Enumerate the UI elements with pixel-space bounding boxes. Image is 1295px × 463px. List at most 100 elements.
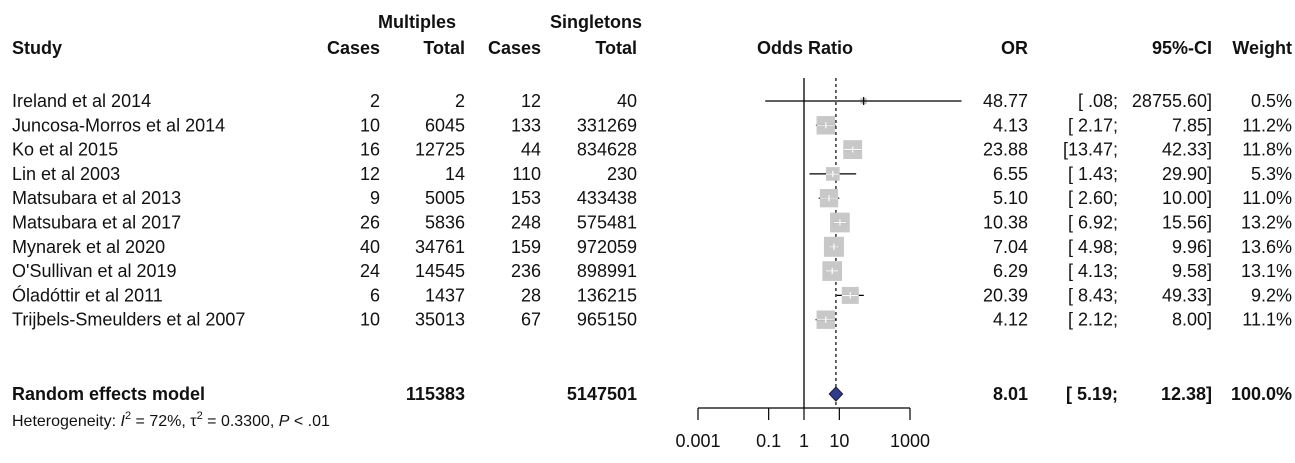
weight-value: 11.0% (1242, 188, 1292, 208)
multiples-total: 1437 (425, 285, 465, 305)
ci-lower-value: [ 6.92; (1068, 213, 1118, 233)
p-value: < .01 (289, 413, 330, 430)
pooled-ci-lower: [ 5.19; (1066, 384, 1118, 404)
multiples-cases: 12 (360, 164, 380, 184)
odds-ratio-value: 10.38 (983, 213, 1028, 233)
singletons-cases: 236 (511, 261, 541, 281)
weight-value: 13.2% (1241, 213, 1292, 233)
singletons-cases: 110 (512, 164, 541, 184)
col-header-m-total: Total (423, 38, 465, 58)
ci-lower-value: [ 1.43; (1068, 164, 1118, 184)
study-name: Matsubara et al 2017 (12, 213, 181, 233)
i2-exponent: 2 (125, 410, 131, 422)
weight-value: 11.1% (1242, 310, 1292, 330)
singletons-cases: 12 (521, 91, 541, 111)
x-tick-label: 1000 (890, 431, 930, 451)
odds-ratio-value: 23.88 (983, 140, 1028, 160)
singletons-cases: 133 (511, 115, 541, 135)
ci-upper-value: 7.85] (1172, 115, 1212, 135)
multiples-total: 12725 (415, 140, 465, 160)
multiples-cases: 24 (360, 261, 380, 281)
ci-lower-value: [ 4.98; (1068, 237, 1118, 257)
heterogeneity-text: Heterogeneity: I2 = 72%, τ2 = 0.3300, P … (12, 410, 330, 430)
odds-ratio-value: 4.13 (993, 115, 1028, 135)
col-header-weight: Weight (1232, 38, 1292, 58)
weight-value: 11.8% (1242, 140, 1292, 160)
ci-upper-value: 29.90] (1162, 164, 1212, 184)
ci-upper-value: 28755.60] (1132, 91, 1212, 111)
singletons-cases: 44 (521, 140, 541, 160)
study-name: Juncosa-Morros et al 2014 (12, 115, 225, 135)
weight-value: 9.2% (1251, 285, 1292, 305)
heterogeneity-prefix: Heterogeneity: (12, 413, 121, 430)
col-header-m-cases: Cases (327, 38, 380, 58)
odds-ratio-value: 6.29 (993, 261, 1028, 281)
x-tick-label: 0.001 (675, 431, 720, 451)
p-symbol: P (279, 413, 290, 430)
multiples-total: 35013 (415, 310, 465, 330)
ci-upper-value: 49.33] (1162, 285, 1212, 305)
singletons-total: 972059 (577, 237, 637, 257)
group-header-multiples: Multiples (378, 12, 456, 32)
ci-upper-value: 8.00] (1172, 310, 1212, 330)
odds-ratio-value: 5.10 (993, 188, 1028, 208)
singletons-cases: 67 (521, 310, 541, 330)
weight-value: 13.6% (1241, 237, 1292, 257)
singletons-total: 965150 (577, 310, 637, 330)
singletons-total: 136215 (577, 285, 637, 305)
ci-lower-value: [ 8.43; (1068, 285, 1118, 305)
weight-value: 13.1% (1241, 261, 1292, 281)
multiples-total: 14 (445, 164, 465, 184)
pooled-weight: 100.0% (1231, 384, 1292, 404)
odds-ratio-value: 48.77 (983, 91, 1028, 111)
col-header-or: OR (1001, 38, 1028, 58)
multiples-cases: 40 (360, 237, 380, 257)
multiples-cases: 2 (370, 91, 380, 111)
multiples-total: 6045 (425, 115, 465, 135)
col-header-odds-ratio: Odds Ratio (757, 38, 853, 58)
multiples-total: 14545 (415, 261, 465, 281)
ci-upper-value: 9.96] (1172, 237, 1212, 257)
singletons-total: 433438 (577, 188, 637, 208)
i2-value: = 72%, (131, 413, 190, 430)
study-name: O'Sullivan et al 2019 (12, 261, 177, 281)
tau2-value: = 0.3300, (203, 413, 279, 430)
study-rows: Ireland et al 2014 2 2 12 40 48.77 [ .08; 28755… (12, 91, 1292, 404)
tau2-symbol: τ (190, 413, 197, 430)
singletons-total: 898991 (577, 261, 637, 281)
ci-upper-value: 9.58] (1172, 261, 1212, 281)
col-header-s-cases: Cases (488, 38, 541, 58)
singletons-cases: 153 (511, 188, 541, 208)
singletons-cases: 248 (511, 213, 541, 233)
study-name: Ireland et al 2014 (12, 91, 151, 111)
singletons-total: 575481 (577, 213, 637, 233)
multiples-total: 34761 (415, 237, 465, 257)
ci-lower-value: [ 2.60; (1068, 188, 1118, 208)
singletons-cases: 159 (511, 237, 541, 257)
multiples-cases: 16 (360, 140, 380, 160)
i2-symbol: I (121, 413, 126, 430)
study-name: Óladóttir et al 2011 (12, 284, 163, 305)
x-tick-label: 10 (829, 431, 849, 451)
multiples-cases: 6 (370, 285, 380, 305)
ci-lower-value: [ 2.12; (1068, 310, 1118, 330)
col-header-study: Study (12, 38, 62, 58)
study-name: Mynarek et al 2020 (12, 237, 165, 257)
ci-upper-value: 10.00] (1162, 188, 1212, 208)
ci-lower-value: [13.47; (1063, 140, 1118, 160)
singletons-total: 40 (617, 91, 637, 111)
ci-upper-value: 15.56] (1162, 213, 1212, 233)
pooled-effect-diamond (828, 386, 844, 402)
study-name: Lin et al 2003 (12, 164, 120, 184)
multiples-total: 2 (455, 91, 465, 111)
multiples-cases: 10 (360, 310, 380, 330)
study-name: Matsubara et al 2013 (12, 188, 181, 208)
multiples-total: 5005 (425, 188, 465, 208)
pooled-singletons-total: 5147501 (567, 384, 637, 404)
group-header-singletons: Singletons (550, 12, 642, 32)
weight-value: 11.2% (1242, 115, 1292, 135)
singletons-total: 834628 (577, 140, 637, 160)
ci-lower-value: [ .08; (1078, 91, 1118, 111)
col-header-ci: 95%-CI (1152, 38, 1212, 58)
